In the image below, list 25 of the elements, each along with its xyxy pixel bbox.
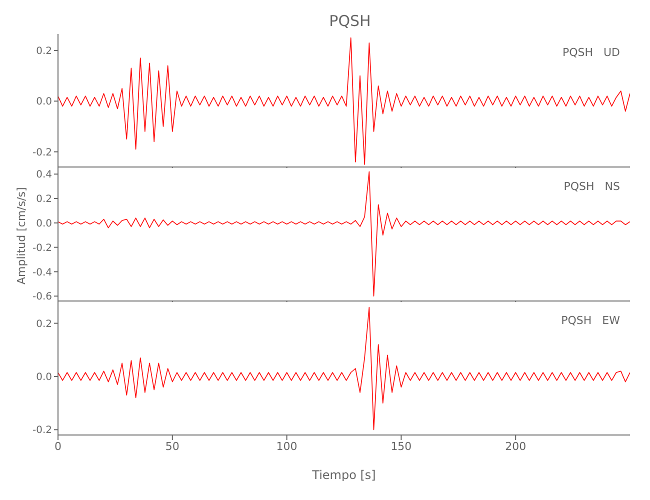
y-tick-label: 0.4 xyxy=(36,170,52,181)
chart-title: PQSH xyxy=(328,11,372,32)
annotation: PQSH EW xyxy=(561,314,620,327)
y-tick-label: 0.2 xyxy=(36,318,52,330)
line-series xyxy=(58,171,630,297)
annotation: PQSH UD xyxy=(562,46,620,59)
y-tick-label: -0.2 xyxy=(32,147,52,158)
y-tick-label: 0.0 xyxy=(36,372,52,384)
y-tick-label: 0.0 xyxy=(36,218,52,230)
line-series xyxy=(58,37,630,165)
y-tick-label: 0.2 xyxy=(36,194,52,206)
annotation: PQSH NS xyxy=(564,180,620,193)
x-tick-label: 0 xyxy=(54,440,62,453)
y-tick-label: -0.2 xyxy=(32,242,52,254)
x-tick-label: 50 xyxy=(165,440,180,453)
x-tick-label: 200 xyxy=(505,440,526,453)
y-axis-title: Amplitud [cm/s/s] xyxy=(14,187,28,284)
line-series xyxy=(58,306,630,430)
y-tick-label: 0.0 xyxy=(36,96,52,108)
x-tick-label: 150 xyxy=(390,440,412,453)
y-tick-label: -0.4 xyxy=(32,267,52,278)
x-tick-label: 100 xyxy=(276,440,298,453)
y-tick-label: -0.2 xyxy=(32,425,52,436)
y-tick-label: -0.6 xyxy=(32,292,52,303)
y-tick-label: 0.2 xyxy=(36,46,52,58)
